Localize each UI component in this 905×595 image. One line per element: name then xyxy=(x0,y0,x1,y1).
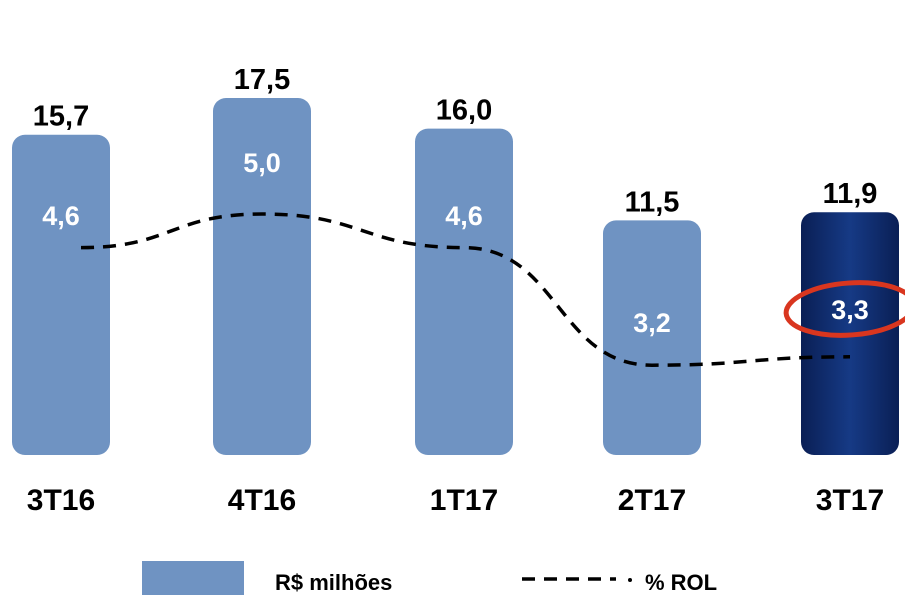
category-labels: 3T16 4T16 1T17 2T17 3T17 xyxy=(27,484,884,517)
bar-2t17 xyxy=(603,220,701,455)
bar-4t16 xyxy=(213,98,311,455)
pct-value-label: 4,6 xyxy=(42,201,80,231)
category-label: 4T16 xyxy=(228,484,296,517)
category-label: 3T16 xyxy=(27,484,95,517)
bar-series xyxy=(12,98,899,455)
pct-value-label: 4,6 xyxy=(445,201,483,231)
bar-value-label: 11,5 xyxy=(625,186,680,218)
category-label: 3T17 xyxy=(816,484,884,517)
legend-bar-swatch xyxy=(142,561,244,595)
pct-value-label: 3,3 xyxy=(831,295,869,325)
pct-rol-line xyxy=(80,212,851,367)
bar-value-label: 16,0 xyxy=(436,95,492,127)
legend: R$ milhões % ROL xyxy=(142,561,717,595)
bar-value-label: 17,5 xyxy=(234,64,290,96)
data-labels: 15,7 17,5 16,0 11,5 11,9 4,6 5,0 4,6 3,2 3,3 xyxy=(33,64,905,338)
legend-line-label: % ROL xyxy=(645,570,717,595)
legend-bar-label: R$ milhões xyxy=(275,570,392,595)
legend-line-marker xyxy=(628,578,632,582)
bar-value-label: 15,7 xyxy=(33,101,89,133)
pct-value-label: 5,0 xyxy=(243,148,281,178)
bar-3t16 xyxy=(12,134,110,455)
bar-1t17 xyxy=(415,128,513,455)
bar-value-label: 11,9 xyxy=(823,178,878,210)
pct-value-label: 3,2 xyxy=(633,308,671,338)
category-label: 1T17 xyxy=(430,484,498,517)
category-label: 2T17 xyxy=(618,484,686,517)
highlight-circle xyxy=(783,280,905,338)
